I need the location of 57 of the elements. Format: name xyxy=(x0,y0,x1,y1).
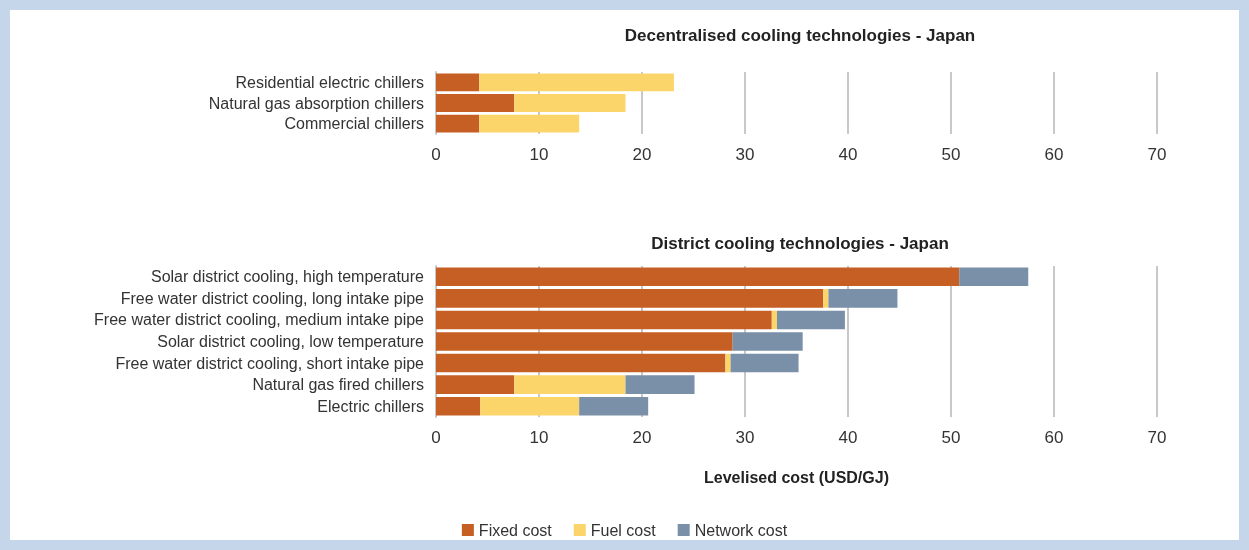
bar xyxy=(436,375,515,394)
x-tick-label: 50 xyxy=(941,428,961,447)
bar xyxy=(436,114,480,133)
bar xyxy=(725,353,731,373)
bar xyxy=(479,114,580,133)
x-tick-label: 70 xyxy=(1147,145,1167,164)
x-tick-label: 30 xyxy=(735,428,755,447)
y-tick-label: Free water district cooling, short intake pipe xyxy=(115,354,425,372)
bar xyxy=(436,94,515,112)
bar xyxy=(480,396,580,416)
y-tick-label: Electric chillers xyxy=(317,397,424,415)
x-tick-label: 70 xyxy=(1147,428,1167,447)
x-axis-title: Levelised cost (USD/GJ) xyxy=(704,468,889,486)
y-tick-label: Natural gas absorption chillers xyxy=(208,94,424,112)
y-tick-label: Residential electric chillers xyxy=(235,73,424,91)
y-tick-label: Free water district cooling, medium intake pipe xyxy=(94,311,425,329)
x-tick-label: 0 xyxy=(431,145,441,164)
x-tick-label: 40 xyxy=(838,428,858,447)
legend-label: Fuel cost xyxy=(590,521,657,539)
bar xyxy=(436,267,960,287)
x-tick-label: 60 xyxy=(1044,428,1064,447)
chart-title: District cooling technologies - Japan xyxy=(651,234,949,253)
bar xyxy=(436,353,726,373)
bar xyxy=(479,73,674,92)
x-tick-label: 30 xyxy=(735,145,755,164)
x-tick-label: 10 xyxy=(529,145,549,164)
x-tick-label: 0 xyxy=(431,428,441,447)
bar xyxy=(514,375,626,394)
y-tick-label: Solar district cooling, low temperature xyxy=(157,333,425,350)
bar xyxy=(436,332,733,351)
bar xyxy=(771,310,777,330)
x-tick-label: 20 xyxy=(632,428,652,447)
y-tick-label: Natural gas fired chillers xyxy=(252,376,424,394)
bar xyxy=(730,353,799,373)
x-tick-label: 10 xyxy=(529,428,549,447)
bar xyxy=(514,94,626,112)
bar xyxy=(436,396,481,416)
bar xyxy=(828,289,898,308)
bar xyxy=(625,375,695,394)
x-tick-label: 40 xyxy=(838,145,858,164)
x-tick-label: 50 xyxy=(941,145,961,164)
bar xyxy=(436,289,824,308)
y-tick-label: Commercial chillers xyxy=(284,115,424,133)
bar xyxy=(436,310,772,330)
y-tick-label: Solar district cooling, high temperature xyxy=(150,268,425,286)
bar xyxy=(579,396,649,416)
x-tick-label: 20 xyxy=(632,145,652,164)
bar xyxy=(823,289,829,308)
bar xyxy=(732,332,803,351)
chart-title: Decentralised cooling technologies - Japan xyxy=(624,26,976,45)
x-tick-label: 60 xyxy=(1044,145,1064,164)
legend-label: Fixed cost xyxy=(478,521,553,539)
bar xyxy=(436,73,480,92)
bar xyxy=(776,310,845,330)
y-tick-label: Free water district cooling, long intake pipe xyxy=(120,289,425,307)
bar xyxy=(959,267,1029,287)
legend-label: Network cost xyxy=(694,521,788,539)
